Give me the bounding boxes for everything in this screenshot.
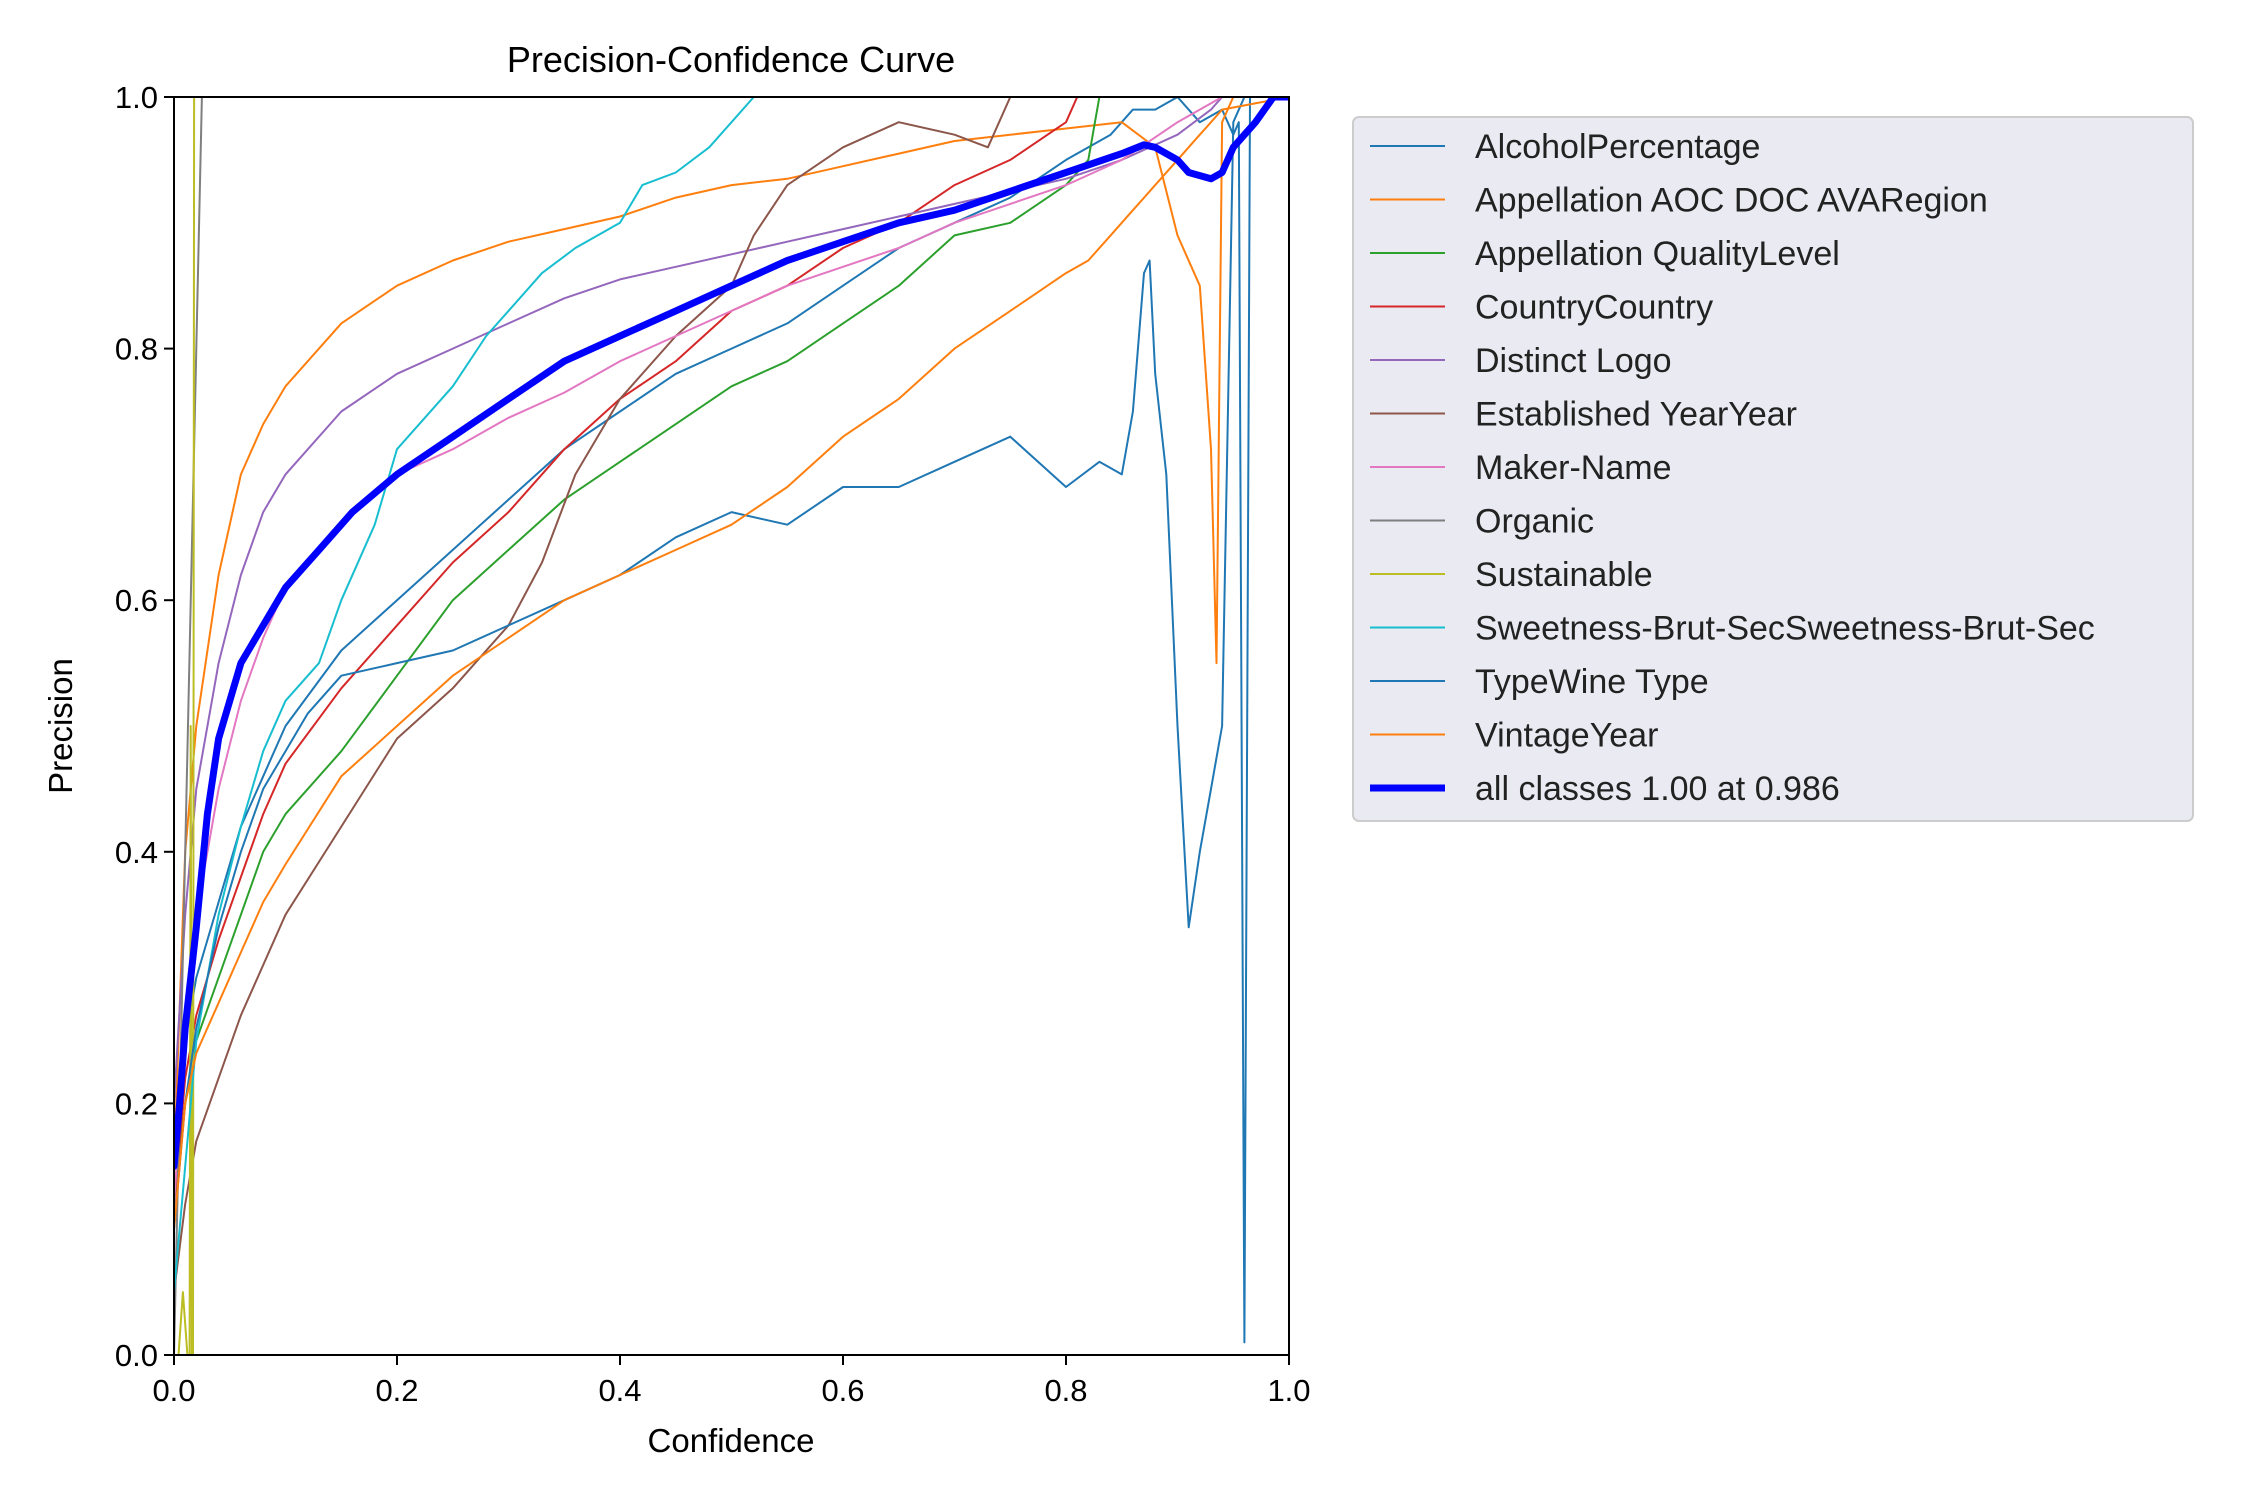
legend-label: Distinct Logo xyxy=(1475,342,1672,380)
series-line-12 xyxy=(174,97,1289,1170)
y-tick-label: 0.2 xyxy=(115,1086,158,1121)
x-tick-label: 0.6 xyxy=(821,1373,864,1408)
legend-label: Appellation QualityLevel xyxy=(1475,235,1840,273)
legend-entries: AlcoholPercentage Appellation AOC DOC AVA… xyxy=(1370,128,2095,808)
series-line-2 xyxy=(174,97,1289,1205)
x-tick-label: 1.0 xyxy=(1267,1373,1310,1408)
x-axis-label: Confidence xyxy=(648,1422,815,1459)
legend-label: Sustainable xyxy=(1475,556,1653,594)
x-tick-label: 0.2 xyxy=(375,1373,418,1408)
y-axis: 0.0 0.2 0.4 0.6 0.8 1.0 xyxy=(115,80,174,1373)
x-tick-label: 0.8 xyxy=(1044,1373,1087,1408)
plot-frame xyxy=(173,96,1290,1356)
y-tick-label: 1.0 xyxy=(115,80,158,115)
series-line-11 xyxy=(174,97,1289,1231)
series-line-3 xyxy=(174,97,1289,1205)
legend-label: VintageYear xyxy=(1475,717,1658,755)
legend-box xyxy=(1352,116,2194,822)
x-tick-label: 0.0 xyxy=(152,1373,195,1408)
series-line-8 xyxy=(174,97,1289,1355)
legend-label: all classes 1.00 at 0.986 xyxy=(1475,770,1840,808)
series-line-10 xyxy=(174,97,1289,1231)
series-line-4 xyxy=(174,97,1224,1105)
series-line-6 xyxy=(174,97,1224,1205)
series-line-5 xyxy=(174,97,1289,1294)
legend-label: Appellation AOC DOC AVARegion xyxy=(1475,182,1988,220)
legend: AlcoholPercentage Appellation AOC DOC AVA… xyxy=(1352,116,2194,822)
legend-label: AlcoholPercentage xyxy=(1475,128,1760,166)
legend-label: Sweetness-Brut-SecSweetness-Brut-Sec xyxy=(1475,610,2095,648)
x-axis: 0.0 0.2 0.4 0.6 0.8 1.0 xyxy=(152,1355,1311,1408)
series-line-1 xyxy=(174,97,1289,1168)
chart-title: Precision-Confidence Curve xyxy=(507,39,955,80)
x-tick-label: 0.4 xyxy=(598,1373,641,1408)
series-line-7 xyxy=(174,97,1289,1355)
y-tick-label: 0.0 xyxy=(115,1338,158,1373)
legend-label: Maker-Name xyxy=(1475,449,1671,487)
legend-label: Established YearYear xyxy=(1475,396,1797,434)
legend-label: Organic xyxy=(1475,503,1594,541)
series-layer xyxy=(174,97,1289,1355)
legend-label: TypeWine Type xyxy=(1475,663,1709,701)
legend-label: CountryCountry xyxy=(1475,289,1713,327)
series-line-9 xyxy=(174,97,1289,1294)
series-line-0 xyxy=(174,97,1251,1344)
y-tick-label: 0.6 xyxy=(115,583,158,618)
y-axis-label: Precision xyxy=(42,658,79,794)
y-tick-label: 0.8 xyxy=(115,332,158,367)
y-tick-label: 0.4 xyxy=(115,835,158,870)
